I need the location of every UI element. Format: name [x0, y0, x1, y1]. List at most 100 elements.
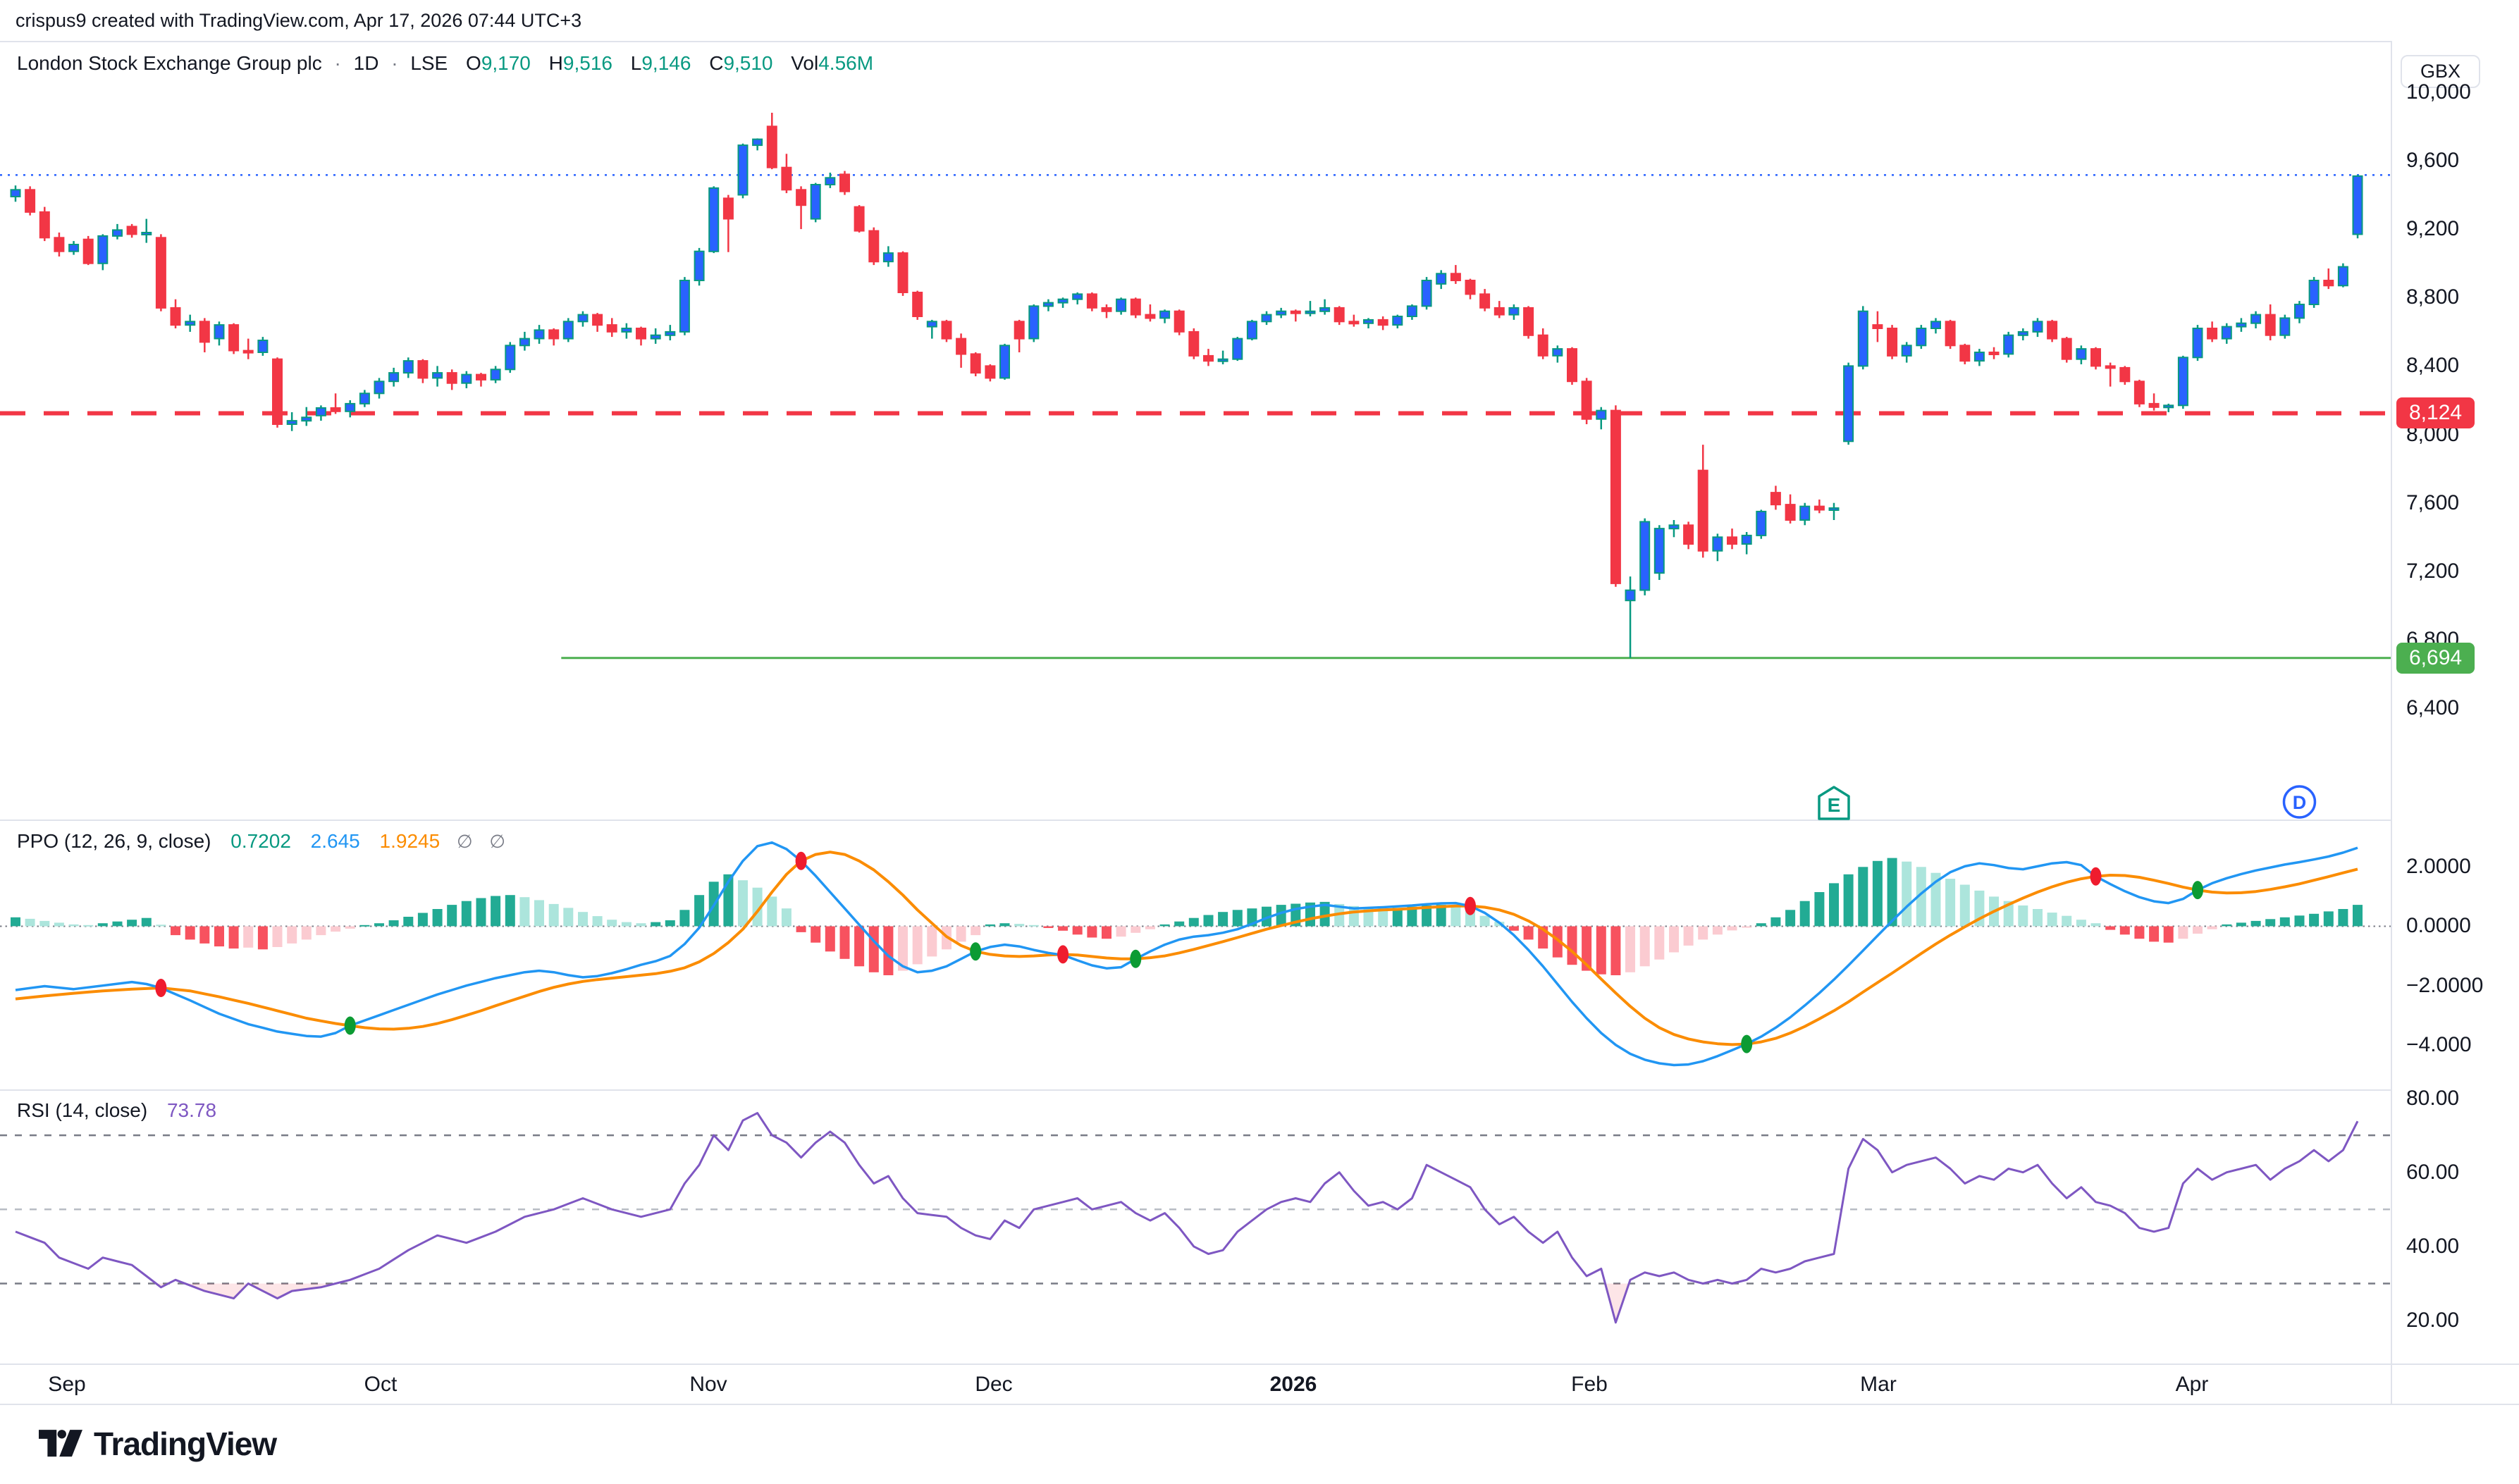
candle[interactable] [941, 319, 952, 342]
candle[interactable] [2061, 337, 2072, 363]
candle[interactable] [679, 277, 690, 335]
candle[interactable] [170, 299, 181, 328]
candle[interactable] [1785, 494, 1796, 524]
candle[interactable] [737, 143, 749, 199]
candle[interactable] [2323, 268, 2334, 290]
candle[interactable] [97, 234, 109, 271]
candle[interactable] [1945, 319, 1956, 350]
candle[interactable] [10, 185, 21, 202]
candle[interactable] [1042, 299, 1054, 311]
candle[interactable] [868, 227, 880, 266]
symbol-legend[interactable]: London Stock Exchange Group plc · 1D · L… [17, 52, 873, 75]
candle[interactable] [2177, 355, 2188, 409]
candle[interactable] [1465, 278, 1476, 299]
candle[interactable] [548, 328, 560, 346]
candle[interactable] [1392, 314, 1403, 328]
ppo-legend[interactable]: PPO (12, 26, 9, close) 0.7202 2.645 1.92… [17, 830, 505, 853]
candle[interactable] [1857, 306, 1868, 370]
candle[interactable] [257, 337, 269, 356]
candle[interactable] [446, 369, 457, 390]
candle[interactable] [2090, 347, 2101, 370]
candle[interactable] [897, 251, 909, 296]
candle[interactable] [2265, 304, 2276, 340]
candle[interactable] [722, 194, 734, 252]
candle[interactable] [1639, 518, 1651, 595]
candle[interactable] [1203, 349, 1214, 366]
candle[interactable] [1305, 301, 1316, 316]
candle[interactable] [1406, 304, 1417, 320]
candle[interactable] [1057, 297, 1068, 308]
candle[interactable] [665, 325, 676, 340]
candle[interactable] [2250, 311, 2262, 328]
candle[interactable] [54, 233, 65, 256]
candle[interactable] [1450, 265, 1461, 284]
candle[interactable] [534, 325, 545, 344]
candle[interactable] [1232, 337, 1243, 361]
candle[interactable] [301, 407, 312, 426]
candle[interactable] [82, 235, 94, 266]
candle[interactable] [1552, 345, 1563, 363]
candle[interactable] [2133, 379, 2145, 407]
candle[interactable] [1421, 277, 1432, 310]
ppo-mute-icon[interactable]: ∅ [489, 831, 506, 852]
timeframe-label[interactable]: 1D [353, 52, 379, 74]
candle[interactable] [854, 205, 865, 233]
candle[interactable] [1828, 502, 1840, 520]
candle[interactable] [1610, 405, 1621, 587]
candle[interactable] [970, 352, 981, 376]
candle[interactable] [1625, 576, 1636, 658]
candle[interactable] [1973, 349, 1985, 366]
candle[interactable] [345, 400, 356, 418]
candle[interactable] [1756, 509, 1767, 539]
candle[interactable] [388, 367, 400, 387]
candle[interactable] [1363, 318, 1374, 328]
candle[interactable] [374, 378, 385, 399]
ppo-title[interactable]: PPO (12, 26, 9, close) [17, 830, 211, 852]
candle[interactable] [214, 321, 225, 346]
candle[interactable] [1988, 347, 2000, 359]
candle[interactable] [1712, 533, 1723, 562]
candle[interactable] [402, 357, 414, 378]
candle[interactable] [286, 412, 297, 431]
candle[interactable] [1290, 309, 1301, 322]
candle[interactable] [1479, 289, 1491, 311]
candle[interactable] [796, 186, 807, 230]
candle[interactable] [1813, 499, 1825, 514]
candle[interactable] [476, 373, 486, 387]
candle[interactable] [2119, 366, 2131, 385]
candle[interactable] [315, 405, 326, 421]
candle[interactable] [1537, 328, 1548, 359]
candle[interactable] [1872, 311, 1883, 342]
candle[interactable] [708, 186, 720, 254]
candle[interactable] [1596, 407, 1607, 430]
candle[interactable] [1581, 378, 1592, 424]
candle[interactable] [2105, 362, 2116, 387]
candle[interactable] [1348, 314, 1360, 327]
candle[interactable] [562, 318, 574, 342]
candle[interactable] [1930, 318, 1941, 334]
candle[interactable] [1916, 325, 1927, 350]
candle[interactable] [694, 247, 705, 286]
candle[interactable] [1727, 528, 1737, 550]
candle[interactable] [242, 338, 254, 359]
candle[interactable] [25, 186, 36, 216]
candle[interactable] [1959, 343, 1971, 364]
candle[interactable] [606, 318, 617, 338]
candle[interactable] [330, 393, 341, 414]
candle[interactable] [1246, 319, 1257, 340]
candle[interactable] [1668, 520, 1680, 538]
tradingview-brand[interactable]: TradingView [39, 1425, 277, 1463]
currency-chip[interactable]: GBX [2401, 55, 2481, 88]
candle[interactable] [1116, 297, 1127, 315]
candle[interactable] [2003, 331, 2014, 358]
price-ppo-separator[interactable] [0, 820, 2519, 821]
candle[interactable] [2032, 318, 2043, 338]
candle[interactable] [592, 313, 603, 332]
candle[interactable] [505, 342, 516, 373]
candle[interactable] [2337, 263, 2348, 287]
candle[interactable] [825, 173, 836, 188]
candle[interactable] [766, 113, 777, 170]
candle[interactable] [839, 171, 850, 195]
candle[interactable] [2221, 323, 2232, 344]
candle[interactable] [126, 223, 137, 238]
